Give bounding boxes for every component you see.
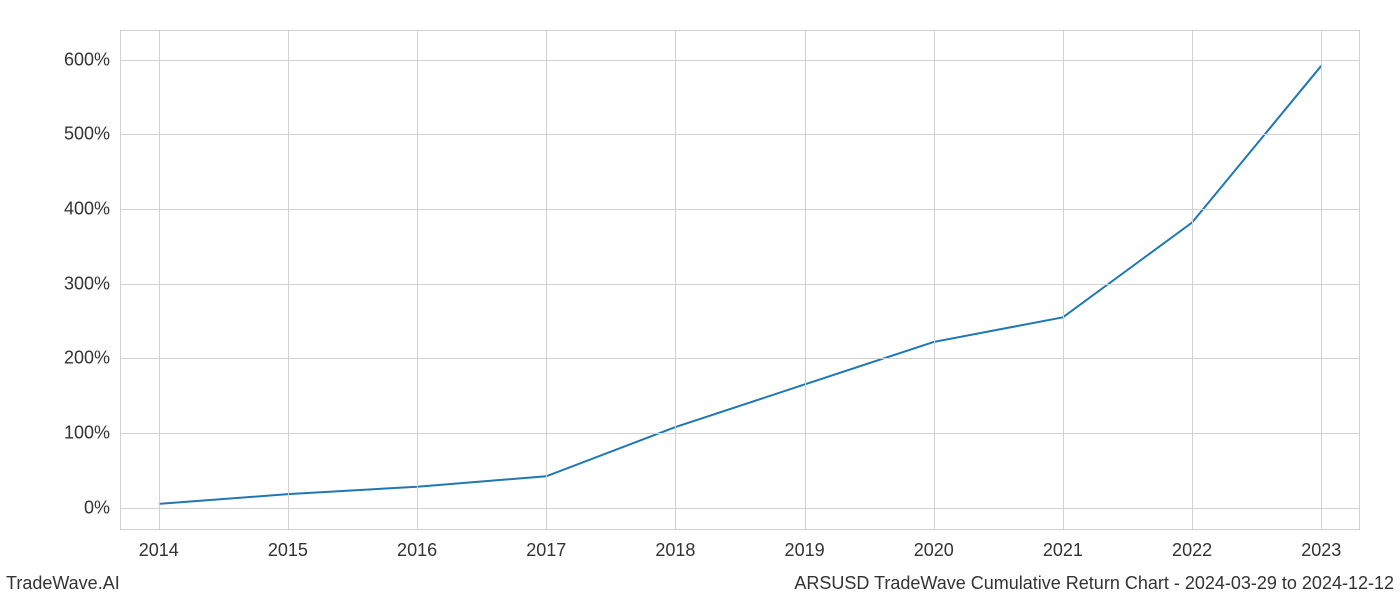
- gridline-vertical: [546, 30, 547, 530]
- chart-plot-area: [120, 30, 1360, 530]
- y-tick-label: 500%: [64, 124, 110, 145]
- line-series-svg: [120, 30, 1360, 530]
- gridline-vertical: [1063, 30, 1064, 530]
- x-tick-label: 2014: [139, 540, 179, 561]
- y-tick-label: 100%: [64, 422, 110, 443]
- x-tick-label: 2023: [1301, 540, 1341, 561]
- footer-caption: ARSUSD TradeWave Cumulative Return Chart…: [794, 573, 1394, 594]
- gridline-vertical: [1192, 30, 1193, 530]
- x-tick-label: 2021: [1043, 540, 1083, 561]
- gridline-horizontal: [120, 60, 1360, 61]
- y-tick-label: 0%: [84, 497, 110, 518]
- gridline-horizontal: [120, 508, 1360, 509]
- gridline-horizontal: [120, 209, 1360, 210]
- x-tick-label: 2018: [655, 540, 695, 561]
- y-tick-label: 300%: [64, 273, 110, 294]
- gridline-vertical: [675, 30, 676, 530]
- gridline-vertical: [288, 30, 289, 530]
- gridline-horizontal: [120, 358, 1360, 359]
- footer-brand: TradeWave.AI: [6, 573, 120, 594]
- y-tick-label: 600%: [64, 49, 110, 70]
- gridline-vertical: [805, 30, 806, 530]
- x-tick-label: 2015: [268, 540, 308, 561]
- y-tick-label: 400%: [64, 199, 110, 220]
- x-tick-label: 2019: [785, 540, 825, 561]
- gridline-horizontal: [120, 433, 1360, 434]
- x-tick-label: 2016: [397, 540, 437, 561]
- data-line: [159, 66, 1322, 504]
- x-tick-label: 2022: [1172, 540, 1212, 561]
- gridline-vertical: [934, 30, 935, 530]
- x-tick-label: 2020: [914, 540, 954, 561]
- gridline-horizontal: [120, 284, 1360, 285]
- gridline-horizontal: [120, 134, 1360, 135]
- gridline-vertical: [1321, 30, 1322, 530]
- x-tick-label: 2017: [526, 540, 566, 561]
- gridline-vertical: [417, 30, 418, 530]
- y-tick-label: 200%: [64, 348, 110, 369]
- gridline-vertical: [159, 30, 160, 530]
